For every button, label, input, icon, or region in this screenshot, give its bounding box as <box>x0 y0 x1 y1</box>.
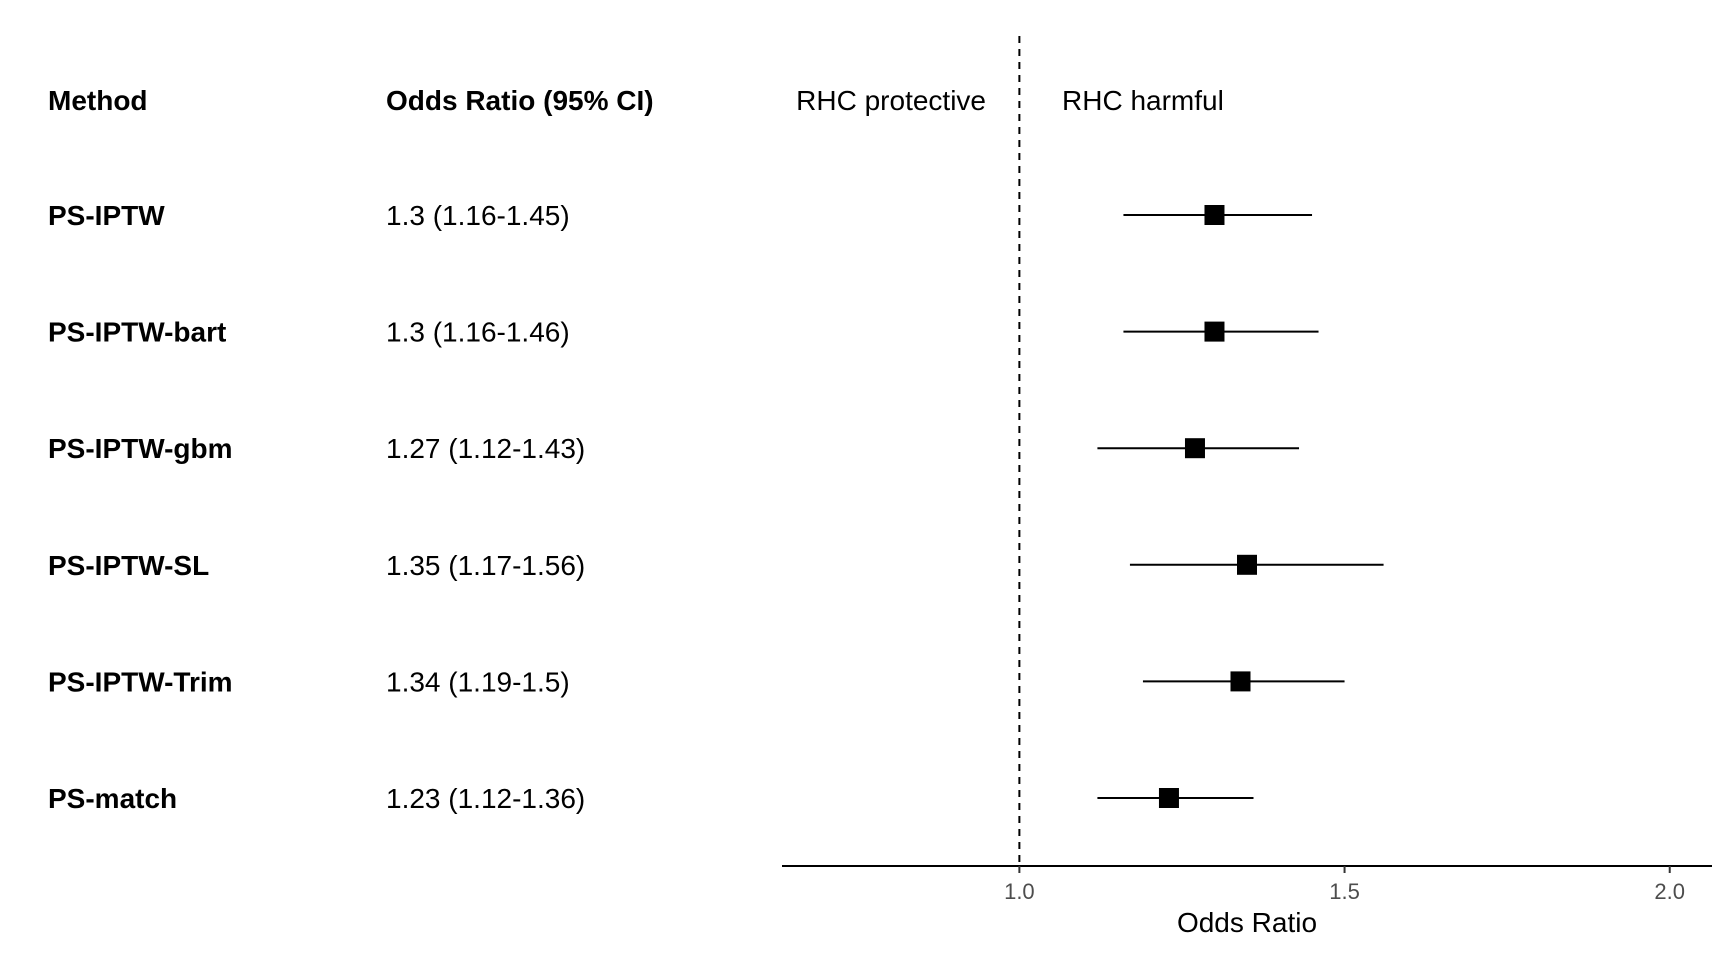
marks-group <box>1018 36 1384 866</box>
row-estimate-label: 1.34 (1.19-1.5) <box>386 666 570 697</box>
point-estimate-marker <box>1204 321 1225 342</box>
point-estimate-marker <box>1204 205 1225 225</box>
row-method-label: PS-IPTW-gbm <box>48 433 233 464</box>
harmful-annotation: RHC harmful <box>1062 85 1224 116</box>
row-estimate-label: 1.3 (1.16-1.46) <box>386 317 570 348</box>
point-estimate-marker <box>1158 788 1179 808</box>
point-estimate-marker <box>1237 554 1257 575</box>
row-method-label: PS-IPTW-bart <box>48 317 226 348</box>
row-estimate-label: 1.35 (1.17-1.56) <box>386 550 585 581</box>
row-method-label: PS-IPTW <box>48 200 165 231</box>
estimate-header: Odds Ratio (95% CI) <box>386 85 654 116</box>
x-axis-label: Odds Ratio <box>1177 907 1317 938</box>
row-method-label: PS-IPTW-Trim <box>48 666 233 697</box>
point-estimate-marker <box>1230 671 1251 692</box>
x-tick-label: 1.5 <box>1329 879 1360 904</box>
row-estimate-label: 1.23 (1.12-1.36) <box>386 783 585 814</box>
x-tick-label: 1.0 <box>1004 879 1035 904</box>
row-estimate-label: 1.27 (1.12-1.43) <box>386 433 585 464</box>
rows-group: PS-IPTW 1.3 (1.16-1.45) PS-IPTW-bart 1.3 (1… <box>48 200 585 814</box>
row-estimate-label: 1.3 (1.16-1.45) <box>386 200 570 231</box>
method-header: Method <box>48 85 148 116</box>
row-method-label: PS-IPTW-SL <box>48 550 209 581</box>
x-axis: 1.0 1.5 2.0 <box>782 865 1712 904</box>
point-estimate-marker <box>1184 438 1205 459</box>
row-method-label: PS-match <box>48 783 177 814</box>
protective-annotation: RHC protective <box>796 85 986 116</box>
x-tick-label: 2.0 <box>1654 879 1685 904</box>
